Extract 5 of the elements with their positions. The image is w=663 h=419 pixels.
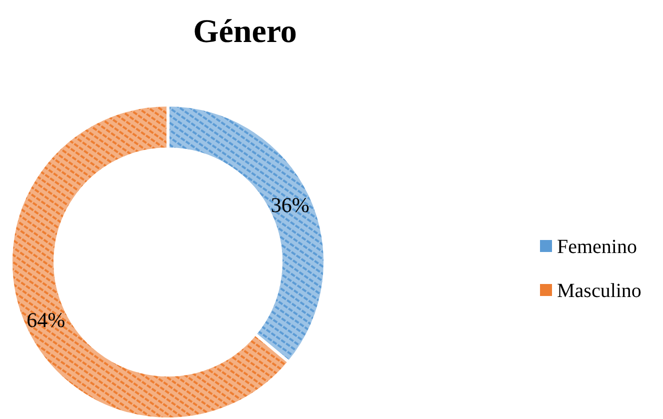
- data-label: 64%: [26, 308, 66, 332]
- legend-label: Femenino: [557, 236, 637, 258]
- chart-title: Género: [193, 14, 297, 50]
- data-label: 36%: [270, 192, 310, 217]
- legend-label: Masculino: [557, 280, 642, 302]
